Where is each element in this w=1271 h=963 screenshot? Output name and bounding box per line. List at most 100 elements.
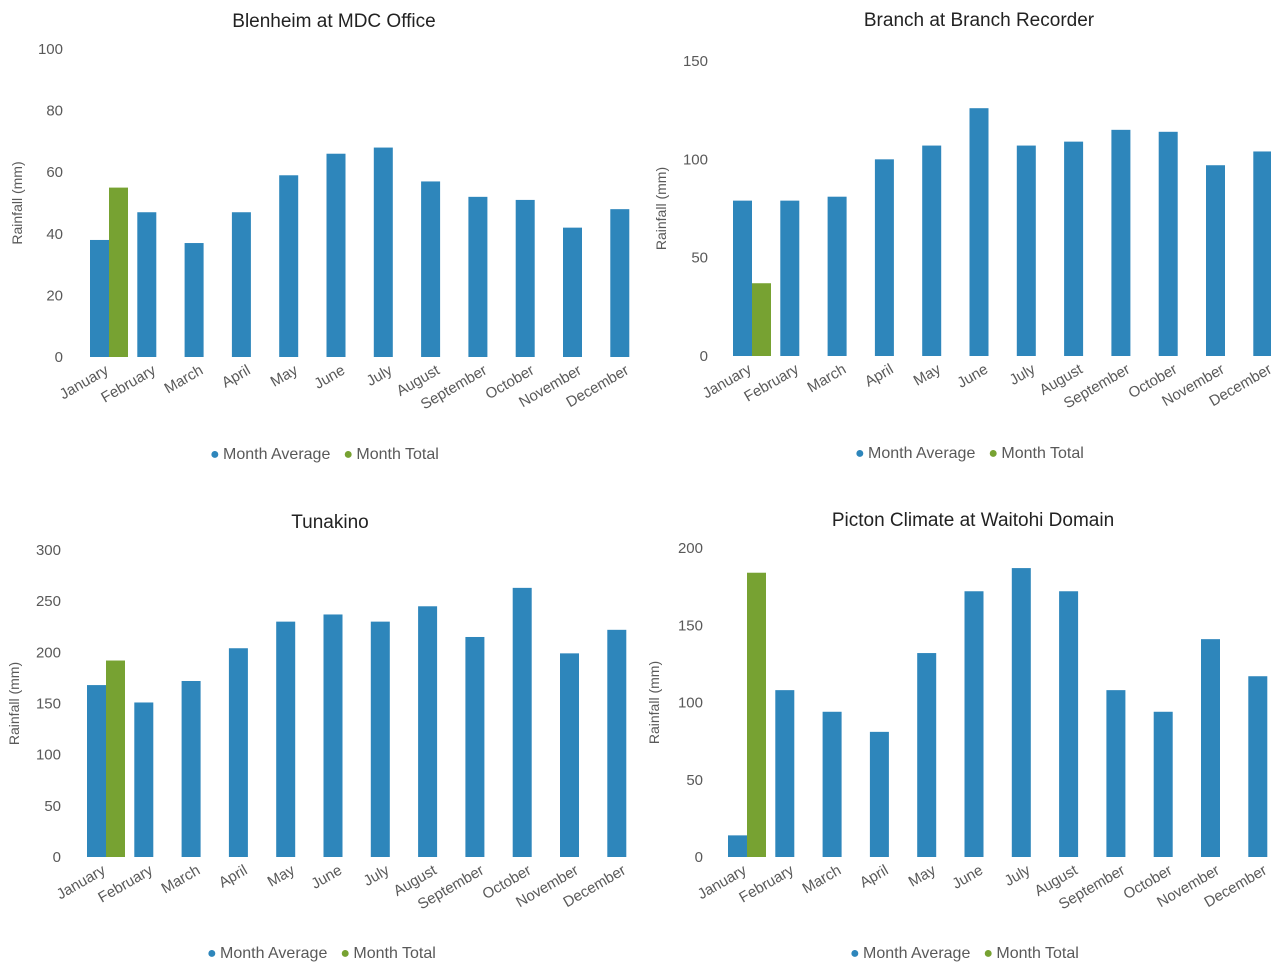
x-tick-label: April: [857, 862, 891, 892]
bar-month-average-august: [1064, 141, 1084, 356]
bar-month-average-september: [465, 636, 485, 857]
bar-month-average-january: [733, 200, 752, 356]
chart-title: Picton Climate at Waitohi Domain: [832, 510, 1114, 531]
bar-month-total-january: [747, 572, 766, 857]
bar-month-average-may: [279, 175, 299, 357]
legend-marker: ●: [850, 945, 860, 962]
chart-1: Blenheim at MDC Office Rainfall (mm) 0 20 40…: [9, 11, 632, 463]
legend-marker: ●: [343, 446, 353, 463]
legend-entry[interactable]: Month Average: [220, 945, 327, 962]
legend-entry[interactable]: Month Total: [1001, 445, 1083, 462]
y-axis-label: Rainfall (mm): [646, 661, 662, 744]
bar-month-average-july: [373, 147, 393, 357]
y-tick-label: 0: [700, 348, 708, 365]
x-tick-label: April: [862, 361, 896, 391]
bar-month-average-november: [563, 227, 582, 357]
bar-month-average-december: [1248, 676, 1268, 857]
x-tick-label: February: [98, 361, 159, 406]
y-axis-label: Rainfall (mm): [9, 161, 25, 244]
y-tick-label: 50: [686, 772, 703, 789]
chart-3: Tunakino Rainfall (mm) 0 50 100 150 200 250 300 J…: [6, 512, 629, 962]
bar-month-average-december: [607, 629, 627, 857]
bar-month-average-november: [1201, 639, 1220, 857]
legend-marker: ●: [983, 945, 993, 962]
y-tick-label: 150: [36, 696, 61, 713]
x-tick-label: April: [216, 862, 250, 892]
chart-title: Blenheim at MDC Office: [232, 11, 435, 32]
bar-month-average-december: [610, 209, 630, 357]
y-tick-label: 100: [36, 747, 61, 764]
legend-entry[interactable]: Month Total: [356, 446, 438, 463]
y-tick-label: 0: [55, 349, 63, 366]
y-axis-label: Rainfall (mm): [653, 167, 669, 250]
bar-month-average-january: [87, 685, 106, 857]
bar-month-average-august: [418, 606, 438, 857]
legend-marker: ●: [207, 945, 217, 962]
legend-marker: ●: [210, 446, 220, 463]
x-tick-label: February: [95, 861, 156, 906]
bar-month-average-october: [1158, 131, 1178, 356]
y-tick-label: 100: [683, 151, 708, 168]
x-tick-label: May: [906, 861, 939, 890]
legend-marker: ●: [855, 445, 865, 462]
x-tick-label: March: [799, 862, 844, 898]
x-tick-label: February: [741, 360, 802, 405]
bar-month-average-march: [822, 711, 842, 857]
bar-month-average-april: [869, 731, 889, 857]
bar-month-average-september: [1111, 129, 1131, 356]
bar-month-average-may: [922, 145, 942, 356]
bar-month-average-april: [231, 212, 251, 357]
legend-marker: ●: [988, 445, 998, 462]
bar-month-total-january: [752, 283, 771, 356]
y-tick-label: 40: [46, 226, 63, 243]
x-tick-label: June: [954, 361, 991, 392]
bar-month-average-june: [969, 108, 989, 356]
y-tick-label: 150: [678, 617, 703, 634]
chart-title: Tunakino: [291, 512, 368, 533]
y-axis-label: Rainfall (mm): [6, 662, 22, 745]
bar-month-average-june: [323, 614, 343, 857]
bar-month-average-march: [181, 680, 201, 857]
chart-4: Picton Climate at Waitohi Domain Rainfall…: [646, 510, 1270, 962]
x-tick-label: June: [311, 362, 348, 393]
bar-month-average-june: [326, 153, 346, 357]
bar-month-average-july: [370, 621, 390, 857]
legend-marker: ●: [340, 945, 350, 962]
legend-entry[interactable]: Month Total: [353, 945, 435, 962]
legend-entry[interactable]: Month Total: [996, 945, 1078, 962]
y-tick-label: 100: [38, 41, 63, 58]
bar-month-average-november: [560, 653, 579, 857]
chart-2: Branch at Branch Recorder Rainfall (mm) 0 5…: [653, 10, 1271, 462]
x-tick-label: March: [804, 361, 849, 397]
bar-month-total-january: [109, 187, 128, 357]
y-tick-label: 80: [46, 103, 63, 120]
bar-month-average-february: [775, 690, 795, 857]
y-tick-label: 0: [53, 849, 61, 866]
bar-month-average-march: [184, 243, 204, 357]
y-tick-label: 150: [683, 53, 708, 70]
bar-month-average-july: [1011, 568, 1031, 857]
bar-month-average-october: [515, 199, 535, 357]
y-tick-label: 100: [678, 695, 703, 712]
x-tick-label: July: [361, 861, 393, 889]
bar-month-average-august: [1059, 591, 1079, 857]
y-tick-label: 60: [46, 164, 63, 181]
bar-month-average-january: [90, 239, 109, 357]
bar-month-average-october: [512, 587, 532, 857]
x-tick-label: June: [949, 862, 986, 893]
legend-entry[interactable]: Month Average: [223, 446, 330, 463]
bar-month-average-december: [1253, 151, 1271, 356]
x-tick-label: March: [161, 362, 206, 398]
legend-entry[interactable]: Month Average: [868, 445, 975, 462]
legend-entry[interactable]: Month Average: [863, 945, 970, 962]
bar-month-average-april: [228, 648, 248, 857]
bar-month-average-february: [134, 702, 154, 857]
bar-month-average-april: [874, 159, 894, 356]
bar-month-average-february: [780, 200, 800, 356]
bar-month-average-august: [421, 181, 441, 357]
y-tick-label: 300: [36, 542, 61, 559]
x-tick-label: February: [736, 861, 797, 906]
y-tick-label: 50: [691, 250, 708, 267]
x-tick-label: July: [364, 361, 396, 389]
bar-month-total-january: [106, 660, 125, 857]
